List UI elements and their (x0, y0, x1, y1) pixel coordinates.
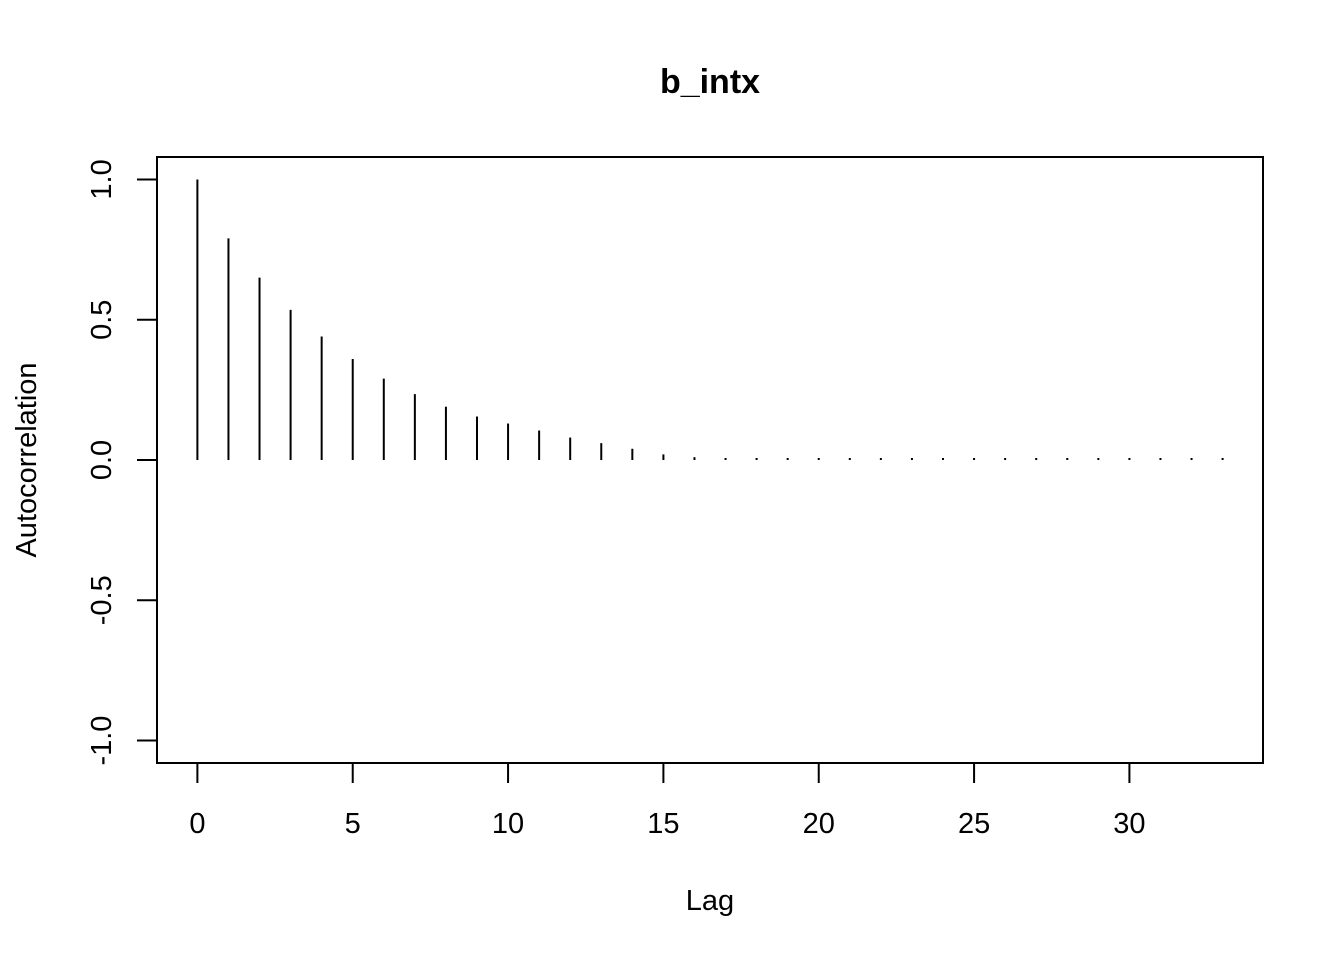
y-tick-label: 0.5 (86, 300, 118, 340)
y-tick-label: -1.0 (86, 716, 118, 766)
x-axis-label: Lag (686, 885, 734, 917)
x-tick-label: 30 (1113, 808, 1145, 840)
bars-group (196, 179, 1224, 460)
y-tick-label: -0.5 (86, 575, 118, 625)
x-tick-label: 20 (803, 808, 835, 840)
x-tick-label: 0 (189, 808, 205, 840)
x-tick-label: 10 (492, 808, 524, 840)
chart-title: b_intx (660, 63, 760, 101)
x-tick-label: 15 (647, 808, 679, 840)
x-tick-label: 25 (958, 808, 990, 840)
y-axis: -1.0 -0.5 0.0 0.5 1.0 (86, 159, 158, 766)
x-axis: 0 5 10 15 20 25 30 (189, 762, 1146, 840)
x-tick-label: 5 (345, 808, 361, 840)
y-tick-label: 0.0 (86, 440, 118, 480)
y-axis-label: Autocorrelation (11, 362, 43, 557)
y-tick-label: 1.0 (86, 159, 118, 199)
plot-frame (156, 156, 1264, 764)
